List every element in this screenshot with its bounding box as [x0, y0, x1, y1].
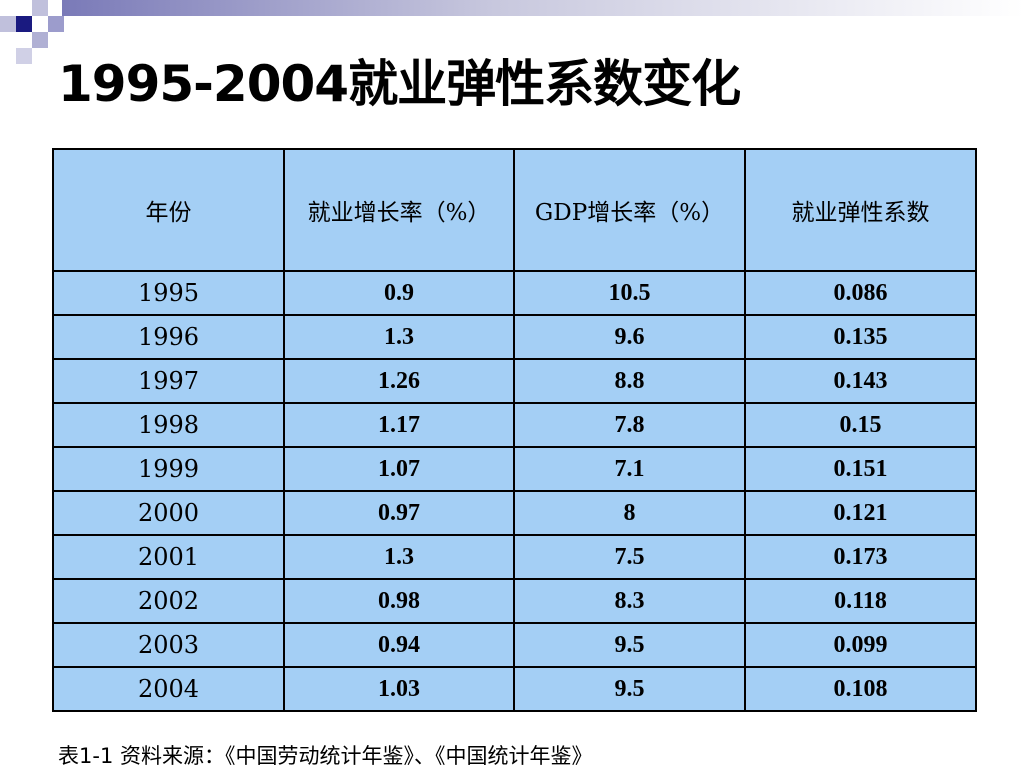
- table-row: 1995 0.9 10.5 0.086: [52, 270, 977, 316]
- header-employment-growth: 就业增长率（%）: [283, 148, 515, 272]
- cell-gdp-growth: 9.6: [513, 314, 746, 360]
- employment-elasticity-table: 年份 就业增长率（%） GDP增长率（%） 就业弹性系数 1995 0.9 10.5…: [52, 148, 977, 712]
- cell-employment-growth: 1.03: [283, 666, 515, 712]
- cell-elasticity: 0.086: [744, 270, 977, 316]
- corner-decoration: [0, 0, 1024, 64]
- cell-elasticity: 0.15: [744, 402, 977, 448]
- cell-gdp-growth: 10.5: [513, 270, 746, 316]
- cell-year: 2001: [52, 534, 285, 580]
- cell-employment-growth: 0.98: [283, 578, 515, 624]
- table-row: 2001 1.3 7.5 0.173: [52, 534, 977, 580]
- cell-elasticity: 0.151: [744, 446, 977, 492]
- decor-gradient-bar: [62, 0, 1024, 16]
- table-row: 1999 1.07 7.1 0.151: [52, 446, 977, 492]
- cell-year: 1995: [52, 270, 285, 316]
- cell-gdp-growth: 8.8: [513, 358, 746, 404]
- cell-year: 2002: [52, 578, 285, 624]
- table-row: 2003 0.94 9.5 0.099: [52, 622, 977, 668]
- cell-year: 2003: [52, 622, 285, 668]
- cell-employment-growth: 0.97: [283, 490, 515, 536]
- cell-gdp-growth: 9.5: [513, 622, 746, 668]
- header-gdp-growth: GDP增长率（%）: [513, 148, 746, 272]
- cell-gdp-growth: 7.5: [513, 534, 746, 580]
- decor-square-light: [32, 32, 48, 48]
- table-row: 2002 0.98 8.3 0.118: [52, 578, 977, 624]
- cell-employment-growth: 1.26: [283, 358, 515, 404]
- slide-title: 1995-2004就业弹性系数变化: [58, 55, 741, 113]
- cell-year: 2004: [52, 666, 285, 712]
- cell-employment-growth: 0.94: [283, 622, 515, 668]
- header-year: 年份: [52, 148, 285, 272]
- cell-gdp-growth: 8: [513, 490, 746, 536]
- cell-gdp-growth: 9.5: [513, 666, 746, 712]
- cell-elasticity: 0.108: [744, 666, 977, 712]
- cell-gdp-growth: 8.3: [513, 578, 746, 624]
- cell-year: 1996: [52, 314, 285, 360]
- cell-elasticity: 0.121: [744, 490, 977, 536]
- decor-square-light: [32, 0, 48, 16]
- cell-gdp-growth: 7.8: [513, 402, 746, 448]
- table-header-row: 年份 就业增长率（%） GDP增长率（%） 就业弹性系数: [52, 148, 977, 272]
- source-note: 表1-1 资料来源：《中国劳动统计年鉴》、《中国统计年鉴》: [58, 744, 593, 768]
- cell-year: 2000: [52, 490, 285, 536]
- cell-employment-growth: 1.07: [283, 446, 515, 492]
- cell-employment-growth: 1.3: [283, 534, 515, 580]
- table-row: 1998 1.17 7.8 0.15: [52, 402, 977, 448]
- table-row: 2004 1.03 9.5 0.108: [52, 666, 977, 712]
- table-row: 1996 1.3 9.6 0.135: [52, 314, 977, 360]
- cell-employment-growth: 1.17: [283, 402, 515, 448]
- table-row: 2000 0.97 8 0.121: [52, 490, 977, 536]
- header-elasticity: 就业弹性系数: [744, 148, 977, 272]
- cell-elasticity: 0.173: [744, 534, 977, 580]
- cell-year: 1999: [52, 446, 285, 492]
- decor-square-dark: [16, 16, 32, 32]
- cell-elasticity: 0.135: [744, 314, 977, 360]
- decor-square-light: [48, 16, 64, 32]
- cell-elasticity: 0.143: [744, 358, 977, 404]
- cell-gdp-growth: 7.1: [513, 446, 746, 492]
- table-row: 1997 1.26 8.8 0.143: [52, 358, 977, 404]
- cell-employment-growth: 1.3: [283, 314, 515, 360]
- cell-year: 1998: [52, 402, 285, 448]
- cell-elasticity: 0.118: [744, 578, 977, 624]
- cell-elasticity: 0.099: [744, 622, 977, 668]
- cell-year: 1997: [52, 358, 285, 404]
- decor-square-light: [16, 48, 32, 64]
- cell-employment-growth: 0.9: [283, 270, 515, 316]
- decor-square-light: [0, 16, 16, 32]
